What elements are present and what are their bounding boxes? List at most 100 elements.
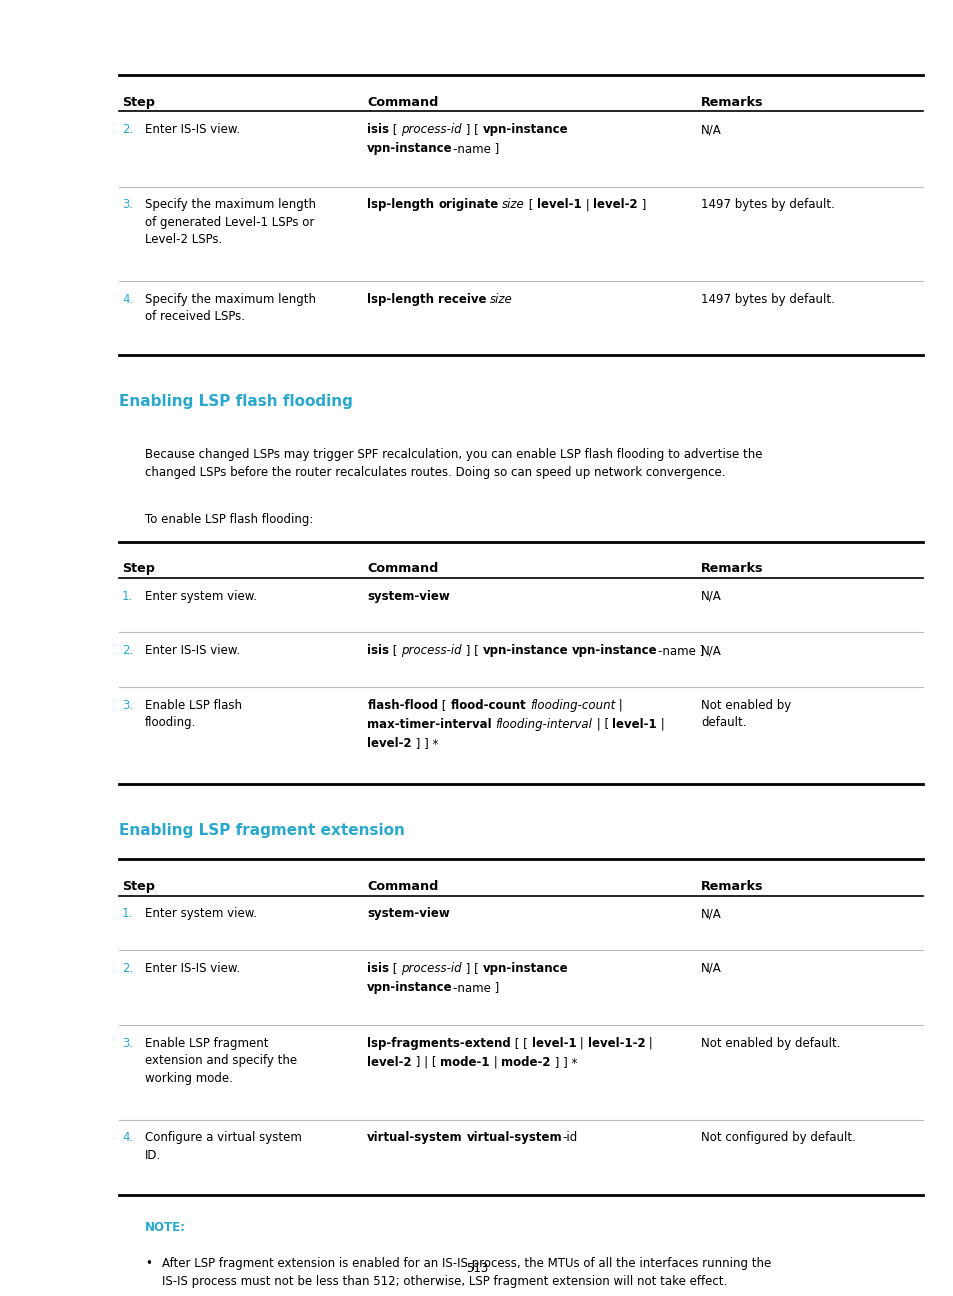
Text: Enable LSP flash
flooding.: Enable LSP flash flooding. (145, 699, 242, 730)
Text: |: | (489, 1056, 500, 1069)
Text: Enable LSP fragment
extension and specify the
working mode.: Enable LSP fragment extension and specif… (145, 1037, 296, 1085)
Text: 3.: 3. (122, 1037, 133, 1050)
Text: vpn-instance: vpn-instance (367, 143, 453, 156)
Text: N/A: N/A (700, 907, 721, 920)
Text: level-1: level-1 (537, 198, 581, 211)
Text: Remarks: Remarks (700, 880, 763, 893)
Text: receive: receive (437, 293, 486, 306)
Text: |: | (657, 718, 664, 731)
Text: Remarks: Remarks (700, 96, 763, 109)
Text: N/A: N/A (700, 644, 721, 657)
Text: 4.: 4. (122, 293, 133, 306)
Text: [: [ (524, 198, 537, 211)
Text: ] [: ] [ (461, 644, 482, 657)
Text: ]: ] (637, 198, 645, 211)
Text: lsp-fragments-extend: lsp-fragments-extend (367, 1037, 511, 1050)
Text: isis: isis (367, 123, 389, 136)
Text: Enabling LSP fragment extension: Enabling LSP fragment extension (119, 823, 405, 839)
Text: ] | [: ] | [ (412, 1056, 439, 1069)
Text: 2.: 2. (122, 962, 133, 975)
Text: size: size (501, 198, 524, 211)
Text: process-id: process-id (401, 962, 461, 975)
Text: vpn-instance: vpn-instance (482, 123, 568, 136)
Text: Specify the maximum length
of received LSPs.: Specify the maximum length of received L… (145, 293, 315, 324)
Text: 3.: 3. (122, 699, 133, 712)
Text: Not enabled by
default.: Not enabled by default. (700, 699, 791, 730)
Text: lsp-length: lsp-length (367, 293, 434, 306)
Text: isis: isis (367, 644, 389, 657)
Text: |: | (615, 699, 622, 712)
Text: Step: Step (122, 880, 155, 893)
Text: system-view: system-view (367, 590, 450, 603)
Text: level-1: level-1 (531, 1037, 576, 1050)
Text: originate: originate (437, 198, 497, 211)
Text: flood-count: flood-count (450, 699, 526, 712)
Text: virtual-system: virtual-system (367, 1131, 462, 1144)
Text: -name ]: -name ] (657, 644, 703, 657)
Text: level-2: level-2 (367, 1056, 412, 1069)
Text: N/A: N/A (700, 123, 721, 136)
Text: [: [ (389, 123, 401, 136)
Text: 513: 513 (465, 1262, 488, 1275)
Text: 1497 bytes by default.: 1497 bytes by default. (700, 198, 834, 211)
Text: -name ]: -name ] (453, 143, 498, 156)
Text: vpn-instance: vpn-instance (482, 644, 568, 657)
Text: [: [ (389, 644, 401, 657)
Text: Enabling LSP flash flooding: Enabling LSP flash flooding (119, 394, 353, 410)
Text: vpn-instance: vpn-instance (482, 962, 568, 975)
Text: Configure a virtual system
ID.: Configure a virtual system ID. (145, 1131, 301, 1163)
Text: Enter system view.: Enter system view. (145, 590, 256, 603)
Text: max-timer-interval: max-timer-interval (367, 718, 492, 731)
Text: flooding-count: flooding-count (530, 699, 615, 712)
Text: 4.: 4. (122, 1131, 133, 1144)
Text: Not enabled by default.: Not enabled by default. (700, 1037, 840, 1050)
Text: Enter IS-IS view.: Enter IS-IS view. (145, 123, 240, 136)
Text: Not configured by default.: Not configured by default. (700, 1131, 855, 1144)
Text: size: size (490, 293, 513, 306)
Text: Enter IS-IS view.: Enter IS-IS view. (145, 962, 240, 975)
Text: Enter IS-IS view.: Enter IS-IS view. (145, 644, 240, 657)
Text: mode-2: mode-2 (500, 1056, 550, 1069)
Text: vpn-instance: vpn-instance (367, 981, 453, 994)
Text: To enable LSP flash flooding:: To enable LSP flash flooding: (145, 513, 313, 526)
Text: After LSP fragment extension is enabled for an IS-IS process, the MTUs of all th: After LSP fragment extension is enabled … (162, 1257, 771, 1288)
Text: N/A: N/A (700, 962, 721, 975)
Text: level-1-2: level-1-2 (587, 1037, 644, 1050)
Text: N/A: N/A (700, 590, 721, 603)
Text: Command: Command (367, 562, 438, 575)
Text: 1.: 1. (122, 590, 133, 603)
Text: |: | (581, 198, 593, 211)
Text: Command: Command (367, 96, 438, 109)
Text: flooding-interval: flooding-interval (496, 718, 592, 731)
Text: isis: isis (367, 962, 389, 975)
Text: | [: | [ (592, 718, 612, 731)
Text: -id: -id (561, 1131, 577, 1144)
Text: Enter system view.: Enter system view. (145, 907, 256, 920)
Text: 3.: 3. (122, 198, 133, 211)
Text: virtual-system: virtual-system (466, 1131, 561, 1144)
Text: system-view: system-view (367, 907, 450, 920)
Text: ] ] *: ] ] * (412, 737, 437, 750)
Text: |: | (644, 1037, 653, 1050)
Text: -name ]: -name ] (453, 981, 498, 994)
Text: 1497 bytes by default.: 1497 bytes by default. (700, 293, 834, 306)
Text: Remarks: Remarks (700, 562, 763, 575)
Text: level-2: level-2 (593, 198, 637, 211)
Text: 2.: 2. (122, 123, 133, 136)
Text: NOTE:: NOTE: (145, 1221, 186, 1234)
Text: Step: Step (122, 562, 155, 575)
Text: [ [: [ [ (511, 1037, 531, 1050)
Text: 2.: 2. (122, 644, 133, 657)
Text: Command: Command (367, 880, 438, 893)
Text: flash-flood: flash-flood (367, 699, 438, 712)
Text: mode-1: mode-1 (439, 1056, 489, 1069)
Text: •: • (145, 1257, 152, 1270)
Text: |: | (576, 1037, 587, 1050)
Text: [: [ (389, 962, 401, 975)
Text: 1.: 1. (122, 907, 133, 920)
Text: process-id: process-id (401, 123, 461, 136)
Text: ] ] *: ] ] * (550, 1056, 577, 1069)
Text: ] [: ] [ (461, 962, 482, 975)
Text: ] [: ] [ (461, 123, 482, 136)
Text: Because changed LSPs may trigger SPF recalculation, you can enable LSP flash flo: Because changed LSPs may trigger SPF rec… (145, 448, 761, 480)
